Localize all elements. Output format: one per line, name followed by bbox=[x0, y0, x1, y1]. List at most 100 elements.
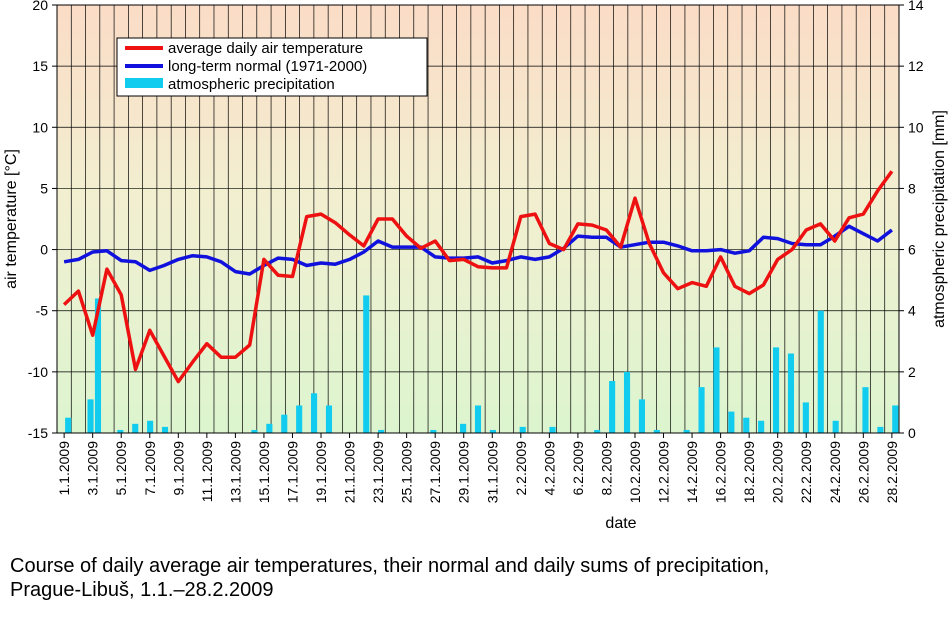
precipitation-bar bbox=[94, 298, 102, 433]
precipitation-bar bbox=[147, 420, 154, 433]
x-tick-label: 2.2.2009 bbox=[513, 441, 529, 496]
precipitation-bar bbox=[683, 429, 690, 433]
precipitation-bar bbox=[266, 423, 273, 433]
x-axis-title: date bbox=[605, 515, 636, 532]
right-tick-label: 8 bbox=[908, 180, 916, 196]
x-tick-label: 26.2.2009 bbox=[855, 441, 871, 503]
precipitation-bar bbox=[862, 387, 869, 433]
x-tick-label: 16.2.2009 bbox=[713, 441, 729, 503]
legend-label-normal: long-term normal (1971-2000) bbox=[168, 58, 367, 75]
x-tick-label: 7.1.2009 bbox=[142, 441, 158, 496]
precipitation-bar bbox=[772, 347, 780, 433]
precipitation-bar bbox=[363, 295, 370, 433]
right-tick-label: 10 bbox=[908, 119, 924, 135]
left-tick-label: -5 bbox=[36, 303, 49, 319]
caption-line-1: Course of daily average air temperatures… bbox=[10, 555, 770, 577]
left-tick-label: -15 bbox=[28, 425, 48, 441]
left-tick-label: 10 bbox=[32, 119, 48, 135]
precipitation-bar bbox=[653, 429, 660, 433]
average-temperature-line bbox=[62, 170, 894, 384]
precipitation-bar bbox=[743, 417, 750, 433]
x-tick-label: 11.1.2009 bbox=[199, 441, 215, 502]
precipitation-bars bbox=[65, 295, 899, 433]
x-tick-label: 20.2.2009 bbox=[770, 441, 786, 503]
right-tick-label: 4 bbox=[908, 303, 916, 319]
right-tick-label: 14 bbox=[908, 0, 924, 13]
left-tick-label: 5 bbox=[40, 180, 48, 196]
legend-box bbox=[116, 37, 428, 97]
x-tick-label: 28.2.2009 bbox=[884, 441, 900, 503]
right-tick-label: 2 bbox=[908, 364, 916, 380]
precipitation-bar bbox=[594, 429, 601, 433]
precipitation-bar bbox=[787, 353, 795, 433]
precipitation-bar bbox=[519, 426, 526, 433]
legend-swatch-precipitation bbox=[125, 78, 163, 88]
precipitation-bar bbox=[549, 426, 556, 433]
precipitation-bar bbox=[817, 310, 824, 433]
left-tick-label: -10 bbox=[28, 364, 48, 380]
x-tick-label: 22.2.2009 bbox=[798, 441, 814, 503]
precipitation-bar bbox=[296, 405, 303, 433]
precipitation-bar bbox=[132, 423, 139, 433]
precipitation-bar bbox=[698, 387, 705, 433]
precipitation-bar bbox=[430, 429, 437, 433]
temperature-precipitation-chart: -15 -10 -5 0 5 10 15 20 0 2 4 6 8 10 12 14 1.1.2009 3.1… bbox=[3, 0, 948, 532]
precipitation-bar bbox=[325, 405, 333, 433]
precipitation-bar bbox=[713, 347, 720, 433]
x-tick-label: 6.2.2009 bbox=[570, 441, 586, 496]
left-tick-label: 15 bbox=[32, 58, 48, 74]
precipitation-bar bbox=[378, 429, 385, 433]
x-tick-label: 27.1.2009 bbox=[427, 441, 443, 503]
precipitation-bar bbox=[87, 399, 94, 433]
x-tick-label: 13.1.2009 bbox=[227, 441, 243, 503]
legend-label-temperature: average daily air temperature bbox=[168, 40, 363, 57]
x-tick-label: 3.1.2009 bbox=[85, 441, 101, 496]
precipitation-bar bbox=[758, 420, 765, 433]
legend: average daily air temperature long-term … bbox=[116, 37, 428, 97]
legend-label-precipitation: atmospheric precipitation bbox=[168, 76, 335, 93]
precipitation-bar bbox=[474, 405, 482, 433]
precipitation-bar bbox=[623, 371, 631, 433]
x-tick-label: 24.2.2009 bbox=[827, 441, 843, 503]
normal-temperature-line bbox=[63, 224, 893, 276]
x-tick-label: 23.1.2009 bbox=[370, 441, 386, 503]
x-tick-label: 1.1.2009 bbox=[56, 441, 72, 496]
x-tick-label: 31.1.2009 bbox=[484, 441, 500, 503]
x-tick-label: 19.1.2009 bbox=[313, 441, 329, 503]
precipitation-bar bbox=[281, 414, 288, 433]
precipitation-bar bbox=[489, 429, 496, 433]
x-tick-label: 4.2.2009 bbox=[541, 441, 557, 496]
precipitation-bar bbox=[638, 399, 645, 433]
left-axis-ticks: -15 -10 -5 0 5 10 15 20 bbox=[28, 0, 57, 441]
y2-axis-title: atmospheric precipitation [mm] bbox=[931, 110, 948, 328]
precipitation-bar bbox=[460, 423, 467, 433]
x-tick-label: 21.1.2009 bbox=[342, 441, 358, 503]
temperature-lines bbox=[62, 170, 894, 384]
figure-caption: Course of daily average air temperatures… bbox=[10, 554, 940, 602]
x-tick-label: 8.2.2009 bbox=[598, 441, 614, 496]
precipitation-bar bbox=[311, 393, 318, 433]
y-axis-title: air temperature [°C] bbox=[3, 149, 20, 289]
x-tick-label: 9.1.2009 bbox=[170, 441, 186, 496]
x-axis-ticks: 1.1.2009 3.1.2009 5.1.2009 7.1.2009 9.1.2009… bbox=[56, 433, 900, 503]
precipitation-bar bbox=[892, 405, 899, 433]
right-tick-label: 12 bbox=[908, 58, 924, 74]
right-tick-label: 0 bbox=[908, 425, 916, 441]
precipitation-bar bbox=[877, 426, 884, 433]
x-tick-label: 25.1.2009 bbox=[399, 441, 415, 503]
x-tick-label: 17.1.2009 bbox=[285, 441, 301, 503]
precipitation-bar bbox=[728, 411, 735, 433]
right-tick-label: 6 bbox=[908, 242, 916, 258]
x-tick-label: 29.1.2009 bbox=[456, 441, 472, 503]
left-tick-label: 0 bbox=[40, 242, 48, 258]
precipitation-bar bbox=[65, 417, 72, 433]
x-tick-label: 10.2.2009 bbox=[627, 441, 643, 503]
precipitation-bar bbox=[161, 426, 169, 433]
precipitation-bar bbox=[832, 420, 839, 433]
precipitation-bar bbox=[117, 429, 124, 433]
left-tick-label: 20 bbox=[32, 0, 48, 13]
precipitation-bar bbox=[802, 402, 809, 433]
right-axis-ticks: 0 2 4 6 8 10 12 14 bbox=[899, 0, 924, 441]
x-tick-label: 15.1.2009 bbox=[256, 441, 272, 503]
x-tick-label: 18.2.2009 bbox=[741, 441, 757, 503]
